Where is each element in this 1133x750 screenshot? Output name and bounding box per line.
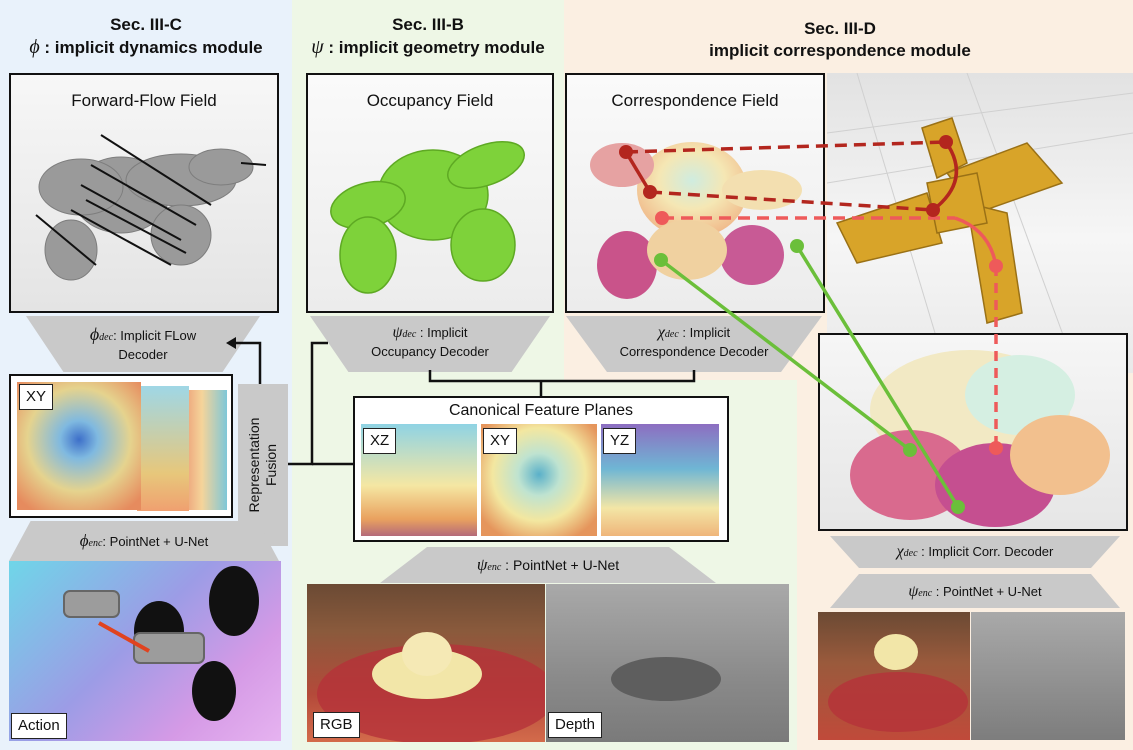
correspondence-decoder: χdec : Implicit Correspondence Decoder bbox=[566, 316, 822, 372]
dynamics-title: Sec. III-C ϕ : implicit dynamics module bbox=[29, 15, 263, 58]
rgb-image: RGB bbox=[307, 584, 545, 742]
xy-tag: XY bbox=[483, 428, 518, 454]
flow-decoder: ϕdec: Implicit FLow Decoder bbox=[26, 316, 260, 372]
rgb-tag: RGB bbox=[313, 712, 360, 738]
depth-image: Depth bbox=[546, 584, 789, 742]
xz-tag: XZ bbox=[363, 428, 397, 454]
corr-depth-image bbox=[971, 612, 1125, 740]
representation-fusion-box: Representation Fusion bbox=[238, 384, 288, 546]
forward-flow-field-box: Forward-Flow Field bbox=[9, 73, 279, 313]
correspondence-decoder-2: χdec : Implicit Corr. Decoder bbox=[830, 536, 1120, 568]
correspondence-encoder: ψenc : PointNet + U-Net bbox=[830, 574, 1120, 608]
corr-rgb-image bbox=[818, 612, 970, 740]
action-image: Action bbox=[9, 561, 281, 741]
canonical-feature-planes: Canonical Feature Planes XZ XY YZ bbox=[353, 396, 729, 542]
forward-flow-field-title: Forward-Flow Field bbox=[71, 91, 217, 110]
canonical-feature-planes-title: Canonical Feature Planes bbox=[448, 402, 634, 419]
correspondence-title: Sec. III-D implicit correspondence modul… bbox=[709, 19, 971, 60]
action-tag: Action bbox=[11, 713, 67, 739]
occupancy-decoder: ψdec : Implicit Occupancy Decoder bbox=[310, 316, 550, 372]
dyn-xy-tag: XY bbox=[19, 384, 54, 410]
occupancy-field-box: Occupancy Field bbox=[306, 73, 554, 313]
simulation-render bbox=[827, 73, 1133, 373]
occupancy-illustration bbox=[330, 141, 525, 294]
correspondence-field-box: Correspondence Field bbox=[565, 73, 825, 313]
correspondence-illustration bbox=[590, 142, 802, 299]
depth-tag: Depth bbox=[548, 712, 603, 738]
yz-tag: YZ bbox=[603, 428, 637, 454]
flow-illustration bbox=[35, 134, 267, 281]
correspondence-closeup bbox=[850, 350, 1110, 527]
geometry-encoder: ψenc : PointNet + U-Net bbox=[380, 547, 716, 583]
correspondence-field-title: Correspondence Field bbox=[611, 91, 779, 110]
dynamics-encoder: ϕenc: PointNet + U-Net bbox=[9, 521, 279, 561]
occupancy-field-title: Occupancy Field bbox=[366, 91, 494, 110]
correspondence-closeup-box bbox=[818, 333, 1128, 531]
geometry-title: Sec. III-B ψ : implicit geometry module bbox=[311, 15, 545, 58]
dynamics-feature-planes: XY bbox=[9, 374, 233, 518]
